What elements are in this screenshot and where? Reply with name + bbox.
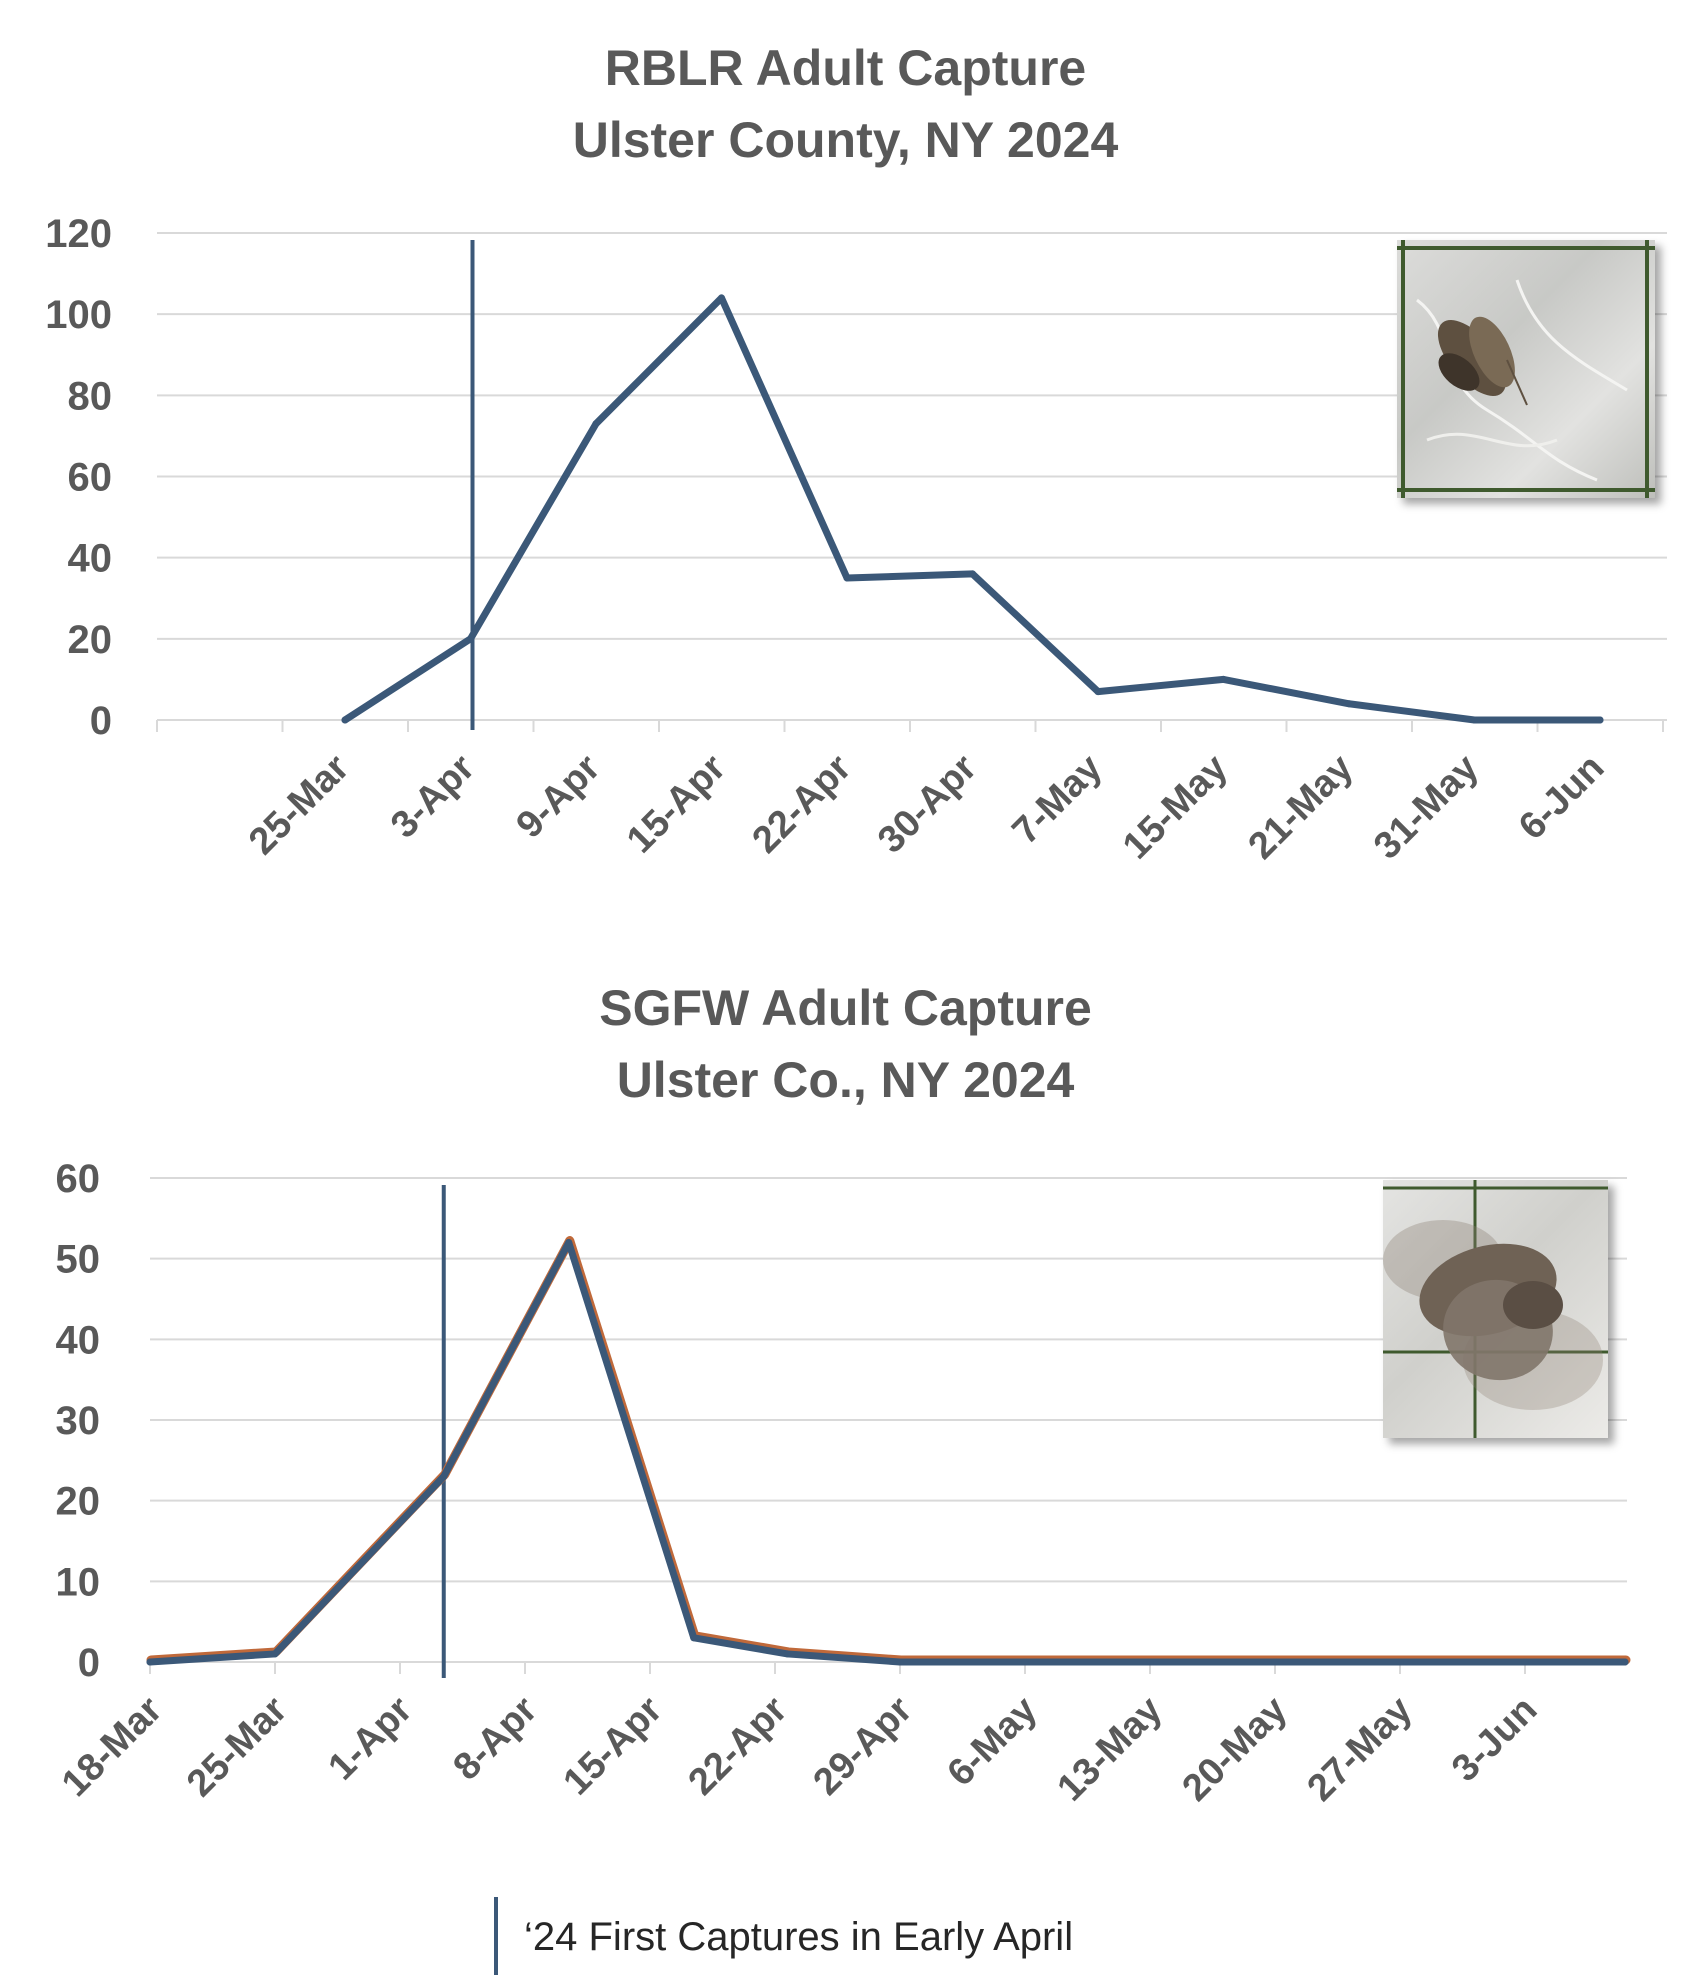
- y-tick-label: 30: [56, 1399, 101, 1443]
- x-tick-label: 6-May: [939, 1689, 1045, 1795]
- y-tick-label: 0: [78, 1641, 100, 1685]
- legend-label: ‘24 First Captures in Early April: [524, 1915, 1074, 1959]
- sgfw-chart: SGFW Adult Capture Ulster Co., NY 2024 0…: [0, 960, 1691, 1900]
- data-point: [784, 1650, 791, 1658]
- data-point: [1345, 700, 1353, 708]
- y-tick-label: 20: [56, 1480, 101, 1524]
- x-tick-label: 21-May: [1241, 747, 1362, 868]
- data-point: [146, 1658, 154, 1666]
- x-tick-label: 15-May: [1115, 747, 1236, 868]
- moth-image-icon: [1397, 240, 1655, 498]
- data-point: [896, 1658, 904, 1666]
- x-tick-label: 18-Mar: [54, 1689, 170, 1805]
- chart-title: SGFW Adult Capture: [599, 980, 1092, 1036]
- sgfw-moth-photo: [1383, 1180, 1608, 1438]
- x-tick-label: 9-Apr: [508, 747, 608, 847]
- x-tick-label: 3-Apr: [383, 747, 483, 847]
- x-tick-label: 22-Apr: [745, 747, 860, 862]
- data-point: [843, 574, 851, 582]
- y-tick-label: 50: [56, 1238, 101, 1282]
- data-point: [718, 294, 725, 302]
- x-tick-label: 27-May: [1300, 1689, 1421, 1810]
- data-point: [1021, 1658, 1029, 1666]
- data-point: [271, 1650, 279, 1658]
- data-point: [1271, 1658, 1279, 1666]
- data-point: [1521, 1658, 1529, 1666]
- y-tick-label: 120: [45, 212, 112, 256]
- rblr-chart: RBLR Adult Capture Ulster County, NY 202…: [0, 0, 1691, 930]
- data-point: [1146, 1658, 1154, 1666]
- chart-subtitle: Ulster County, NY 2024: [572, 112, 1119, 168]
- y-tick-label: 0: [90, 699, 112, 743]
- data-point: [1471, 716, 1478, 724]
- chart-title: RBLR Adult Capture: [604, 40, 1087, 96]
- data-point: [1596, 716, 1604, 724]
- data-point: [1621, 1658, 1629, 1666]
- y-tick-label: 40: [56, 1318, 101, 1362]
- x-tick-label: 22-Apr: [681, 1689, 796, 1804]
- x-tick-label: 3-Jun: [1444, 1689, 1545, 1790]
- y-tick-label: 60: [56, 1157, 101, 1201]
- data-point: [1220, 675, 1227, 683]
- moth-image-icon: [1383, 1180, 1608, 1438]
- x-tick-label: 8-Apr: [445, 1689, 545, 1789]
- data-point: [467, 635, 474, 643]
- sgfw-chart-plot: 0 10 20 30 40 50 60 18-Mar 25-Mar 1-Apr 8-Apr 15-Ap…: [54, 1157, 1631, 1810]
- y-tick-label: 80: [68, 374, 113, 418]
- x-tick-label: 20-May: [1175, 1689, 1296, 1810]
- data-point: [592, 420, 600, 428]
- legend-marker: [494, 1897, 498, 1975]
- data-point: [1094, 688, 1102, 696]
- x-tick-label: 7-May: [1004, 747, 1110, 853]
- y-tick-label: 100: [45, 293, 112, 337]
- x-tick-label: 13-May: [1050, 1689, 1171, 1810]
- data-point: [565, 1239, 573, 1247]
- x-tick-label: 6-Jun: [1511, 747, 1612, 848]
- data-point: [440, 1472, 448, 1480]
- data-point: [341, 716, 349, 724]
- x-tick-label: 30-Apr: [870, 747, 985, 862]
- x-tick-label: 1-Apr: [320, 1689, 420, 1789]
- x-tick-label: 31-May: [1366, 747, 1487, 868]
- chart-subtitle: Ulster Co., NY 2024: [616, 1052, 1075, 1108]
- x-tick-label: 29-Apr: [806, 1689, 921, 1804]
- y-tick-label: 10: [56, 1560, 101, 1604]
- x-tick-label: 25-Mar: [179, 1689, 295, 1805]
- y-tick-label: 20: [68, 618, 113, 662]
- data-point: [1396, 1658, 1404, 1666]
- data-point: [969, 570, 976, 578]
- x-tick-label: 15-Apr: [556, 1689, 671, 1804]
- data-point: [690, 1634, 698, 1642]
- legend: ‘24 First Captures in Early April: [494, 1897, 1394, 1975]
- y-tick-label: 60: [68, 456, 113, 500]
- x-tick-label: 15-Apr: [619, 747, 734, 862]
- x-tick-label: 25-Mar: [241, 747, 357, 863]
- rblr-moth-photo: [1397, 240, 1655, 498]
- y-tick-label: 40: [68, 537, 113, 581]
